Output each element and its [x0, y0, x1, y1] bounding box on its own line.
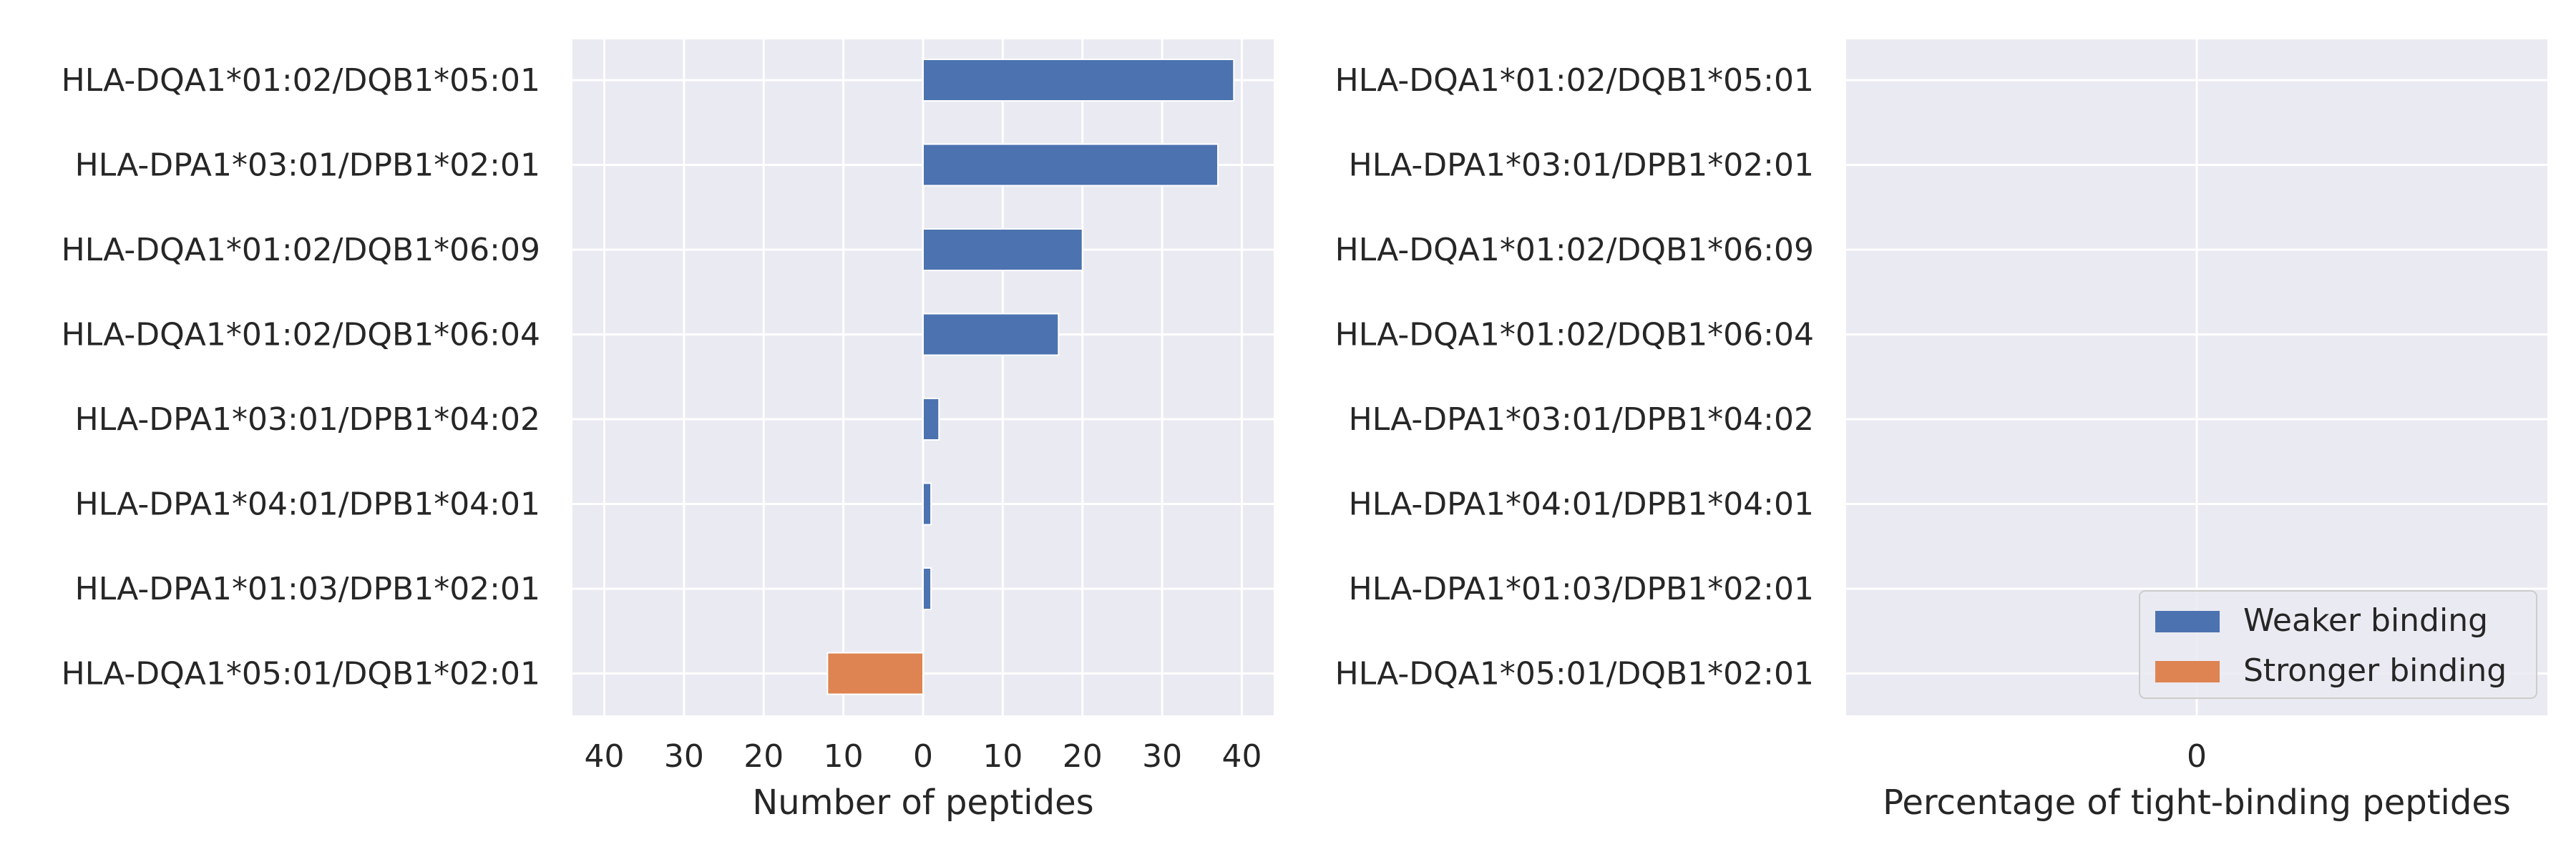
- category-label: HLA-DQA1*01:02/DQB1*05:01: [1335, 62, 1814, 99]
- category-label: HLA-DQA1*01:02/DQB1*06:09: [1335, 232, 1814, 268]
- category-label: HLA-DQA1*01:02/DQB1*06:09: [62, 232, 540, 268]
- category-label: HLA-DPA1*01:03/DPB1*02:01: [75, 571, 540, 607]
- category-label: HLA-DPA1*03:01/DPB1*02:01: [75, 147, 540, 184]
- bar-weaker-binding: [922, 398, 940, 441]
- bar-weaker-binding: [922, 143, 1219, 187]
- category-label: HLA-DQA1*01:02/DQB1*06:04: [62, 317, 540, 353]
- legend-swatch-stronger: [2155, 661, 2220, 682]
- category-label: HLA-DPA1*03:01/DPB1*04:02: [1349, 401, 1814, 438]
- x-tick-label: 10: [982, 738, 1023, 775]
- bar-stronger-binding: [826, 652, 924, 695]
- x-tick-label: 30: [664, 738, 704, 775]
- x-axis-title: Number of peptides: [752, 783, 1093, 823]
- x-tick-label: 10: [824, 738, 864, 775]
- category-label: HLA-DPA1*04:01/DPB1*04:01: [1349, 486, 1814, 523]
- x-tick-label: 0: [913, 738, 933, 775]
- bar-weaker-binding: [922, 482, 932, 526]
- x-axis-title: Percentage of tight-binding peptides: [1883, 783, 2511, 823]
- legend-box: [2139, 590, 2537, 699]
- x-tick-label: 40: [1221, 738, 1262, 775]
- x-tick-label: 40: [585, 738, 625, 775]
- legend-label: Stronger binding: [2243, 652, 2507, 689]
- category-label: HLA-DPA1*01:03/DPB1*02:01: [1349, 571, 1814, 607]
- x-tick-label: 20: [1063, 738, 1103, 775]
- category-label: HLA-DPA1*03:01/DPB1*02:01: [1349, 147, 1814, 184]
- bar-weaker-binding: [922, 228, 1083, 271]
- x-tick-label: 20: [743, 738, 784, 775]
- category-label: HLA-DPA1*04:01/DPB1*04:01: [75, 486, 540, 523]
- legend-swatch-weaker: [2155, 611, 2220, 632]
- bar-weaker-binding: [922, 59, 1235, 102]
- category-label: HLA-DQA1*01:02/DQB1*05:01: [62, 62, 540, 99]
- category-label: HLA-DPA1*03:01/DPB1*04:02: [75, 401, 540, 438]
- bar-weaker-binding: [922, 567, 932, 610]
- category-label: HLA-DQA1*01:02/DQB1*06:04: [1335, 317, 1814, 353]
- x-tick-label: 30: [1142, 738, 1182, 775]
- x-tick-label: 0: [2187, 738, 2207, 775]
- category-label: HLA-DQA1*05:01/DQB1*02:01: [1335, 656, 1814, 692]
- category-label: HLA-DQA1*05:01/DQB1*02:01: [62, 656, 540, 692]
- legend-label: Weaker binding: [2243, 602, 2488, 639]
- bar-weaker-binding: [922, 313, 1060, 356]
